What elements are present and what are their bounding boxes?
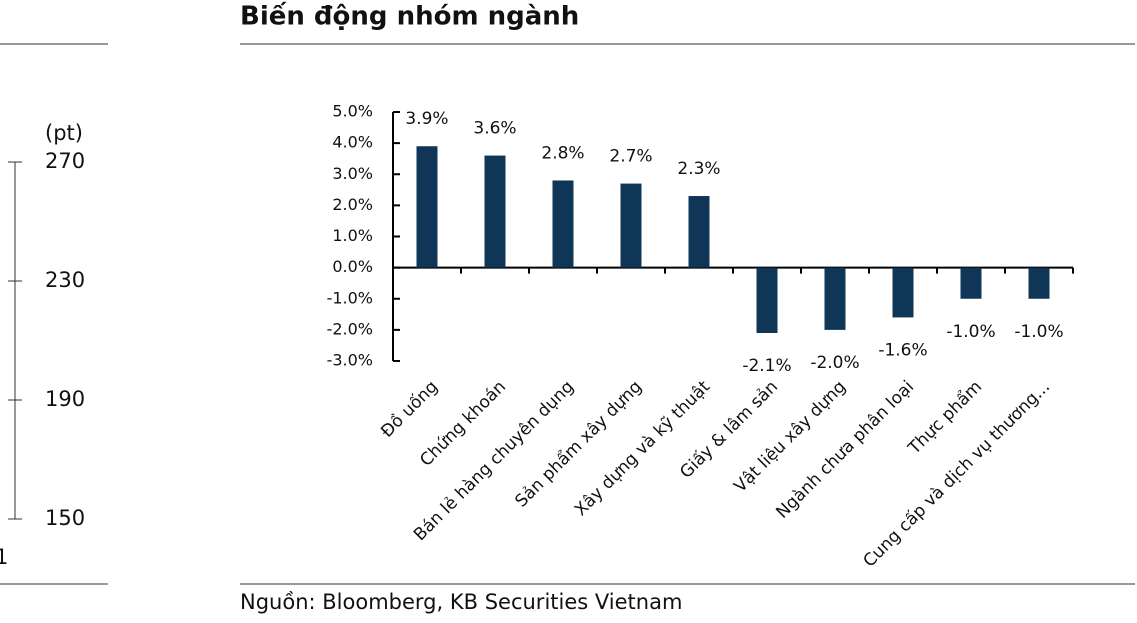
y-tick-label: 270 xyxy=(45,149,85,173)
bar xyxy=(552,180,574,268)
bar xyxy=(1028,267,1050,299)
x-tick-label: Sản phẩm xây dựng xyxy=(511,376,646,511)
x-tick-label: Đồ uống xyxy=(377,376,443,442)
value-label: 2.7% xyxy=(609,147,652,167)
y-tick-label: 150 xyxy=(45,506,85,530)
value-label: -2.1% xyxy=(742,356,791,376)
value-label: 2.3% xyxy=(677,159,720,179)
x-tick-label: Ngành chưa phân loại xyxy=(772,377,918,523)
y-unit: (pt) xyxy=(45,121,83,145)
bar xyxy=(756,267,778,333)
value-label: -1.6% xyxy=(878,340,927,360)
y-tick-label: 4.0% xyxy=(332,133,373,152)
y-tick-label: 3.0% xyxy=(332,164,373,183)
x-tick-label: Vật liệu xây dựng xyxy=(730,377,850,497)
y-tick-label: 0.0% xyxy=(332,257,373,276)
chart-title: Biến động nhóm ngành xyxy=(240,1,579,32)
bar xyxy=(620,183,642,268)
y-tick-label: -3.0% xyxy=(327,351,373,370)
value-label: 3.6% xyxy=(473,119,516,139)
bar xyxy=(960,267,982,299)
value-label: 3.9% xyxy=(405,109,448,129)
y-tick-label: -1.0% xyxy=(327,288,373,307)
y-tick-label: -2.0% xyxy=(327,319,373,338)
value-label: 2.8% xyxy=(541,143,584,163)
bar xyxy=(892,267,914,318)
value-label: -2.0% xyxy=(810,353,859,373)
y-tick-label: 1.0% xyxy=(332,226,373,245)
y-tick-label: 5.0% xyxy=(332,102,373,121)
y-tick-label: 230 xyxy=(45,268,85,292)
bar xyxy=(416,146,438,268)
x-tick-label: Xây dựng và kỹ thuật xyxy=(571,377,714,520)
bar xyxy=(484,155,506,268)
source: Nguồn: Bloomberg, KB Securities Vietnam xyxy=(240,590,682,614)
bar xyxy=(688,196,710,268)
bar xyxy=(824,267,846,330)
y-tick-label: 190 xyxy=(45,387,85,411)
y-tick-label: 2.0% xyxy=(332,195,373,214)
value-label: -1.0% xyxy=(946,322,995,342)
x-fragment: 1 xyxy=(0,545,8,569)
value-label: -1.0% xyxy=(1014,322,1063,342)
